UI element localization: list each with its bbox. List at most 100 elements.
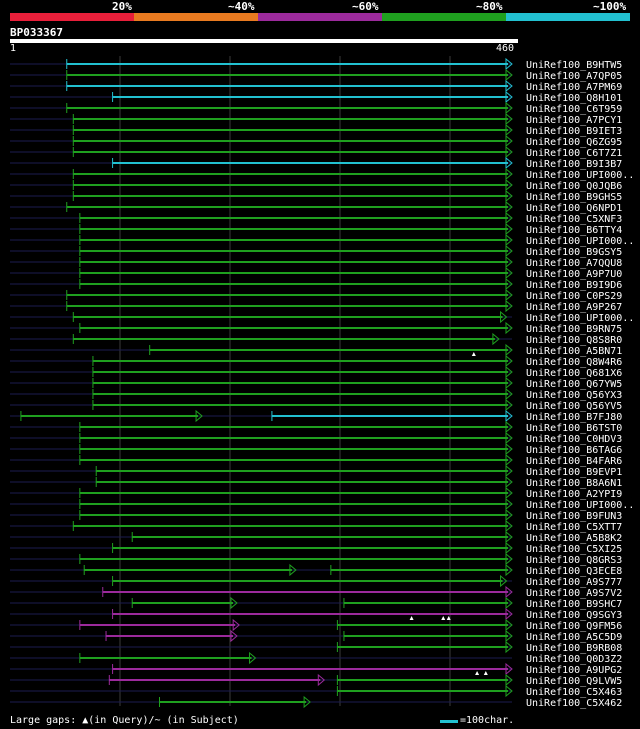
- segment-arrow: [505, 453, 513, 467]
- query-end-tick: 460: [496, 43, 515, 54]
- segment-arrow: [249, 651, 257, 665]
- segment-arrow: [505, 233, 513, 247]
- segment-arrow: [505, 90, 513, 104]
- segment-arrow: [303, 695, 311, 709]
- segment-arrow: [505, 662, 513, 676]
- hit-label: UniRef100_C5X463: [526, 687, 622, 698]
- hit-label: UniRef100_Q3ECE8: [526, 566, 622, 577]
- segment-arrow: [505, 409, 513, 423]
- hit-label: UniRef100_Q0JQB6: [526, 181, 622, 192]
- hit-label: UniRef100_Q0D3Z2: [526, 654, 622, 665]
- hit-label: UniRef100_C0HDV3: [526, 434, 622, 445]
- hit-label: UniRef100_A2YPI9: [526, 489, 622, 500]
- segment-arrow: [505, 255, 513, 269]
- segment-arrow: [505, 178, 513, 192]
- query-id: BP033367: [10, 26, 63, 39]
- hit-label: UniRef100_Q67YW5: [526, 379, 622, 390]
- hit-label: UniRef100_B9I3B7: [526, 159, 622, 170]
- hit-label: UniRef100_B6TST0: [526, 423, 622, 434]
- segment-arrow: [505, 57, 513, 71]
- hit-label: UniRef100_B6TAG6: [526, 445, 622, 456]
- segment-arrow: [505, 244, 513, 258]
- scale-label-40: ~40%: [228, 0, 255, 13]
- hit-label: UniRef100_Q56YX3: [526, 390, 622, 401]
- query-gap-mark: [483, 671, 488, 675]
- hit-label: UniRef100_UPI000..: [526, 170, 634, 181]
- scale-segment-60: [258, 13, 382, 21]
- hit-label: UniRef100_B9HTW5: [526, 60, 622, 71]
- query-gap-mark: [446, 616, 451, 620]
- hit-label: UniRef100_A7QQU8: [526, 258, 622, 269]
- segment-arrow: [505, 684, 513, 698]
- query-gap-mark: [471, 352, 476, 356]
- segment-arrow: [500, 310, 508, 324]
- segment-arrow: [500, 574, 508, 588]
- segment-arrow: [505, 640, 513, 654]
- hit-label: UniRef100_C5XI25: [526, 544, 622, 555]
- segment-arrow: [505, 376, 513, 390]
- hit-label: UniRef100_UPI000..: [526, 313, 634, 324]
- legend-swatch: [440, 720, 458, 723]
- segment-arrow: [505, 387, 513, 401]
- segment-arrow: [505, 618, 513, 632]
- hit-label: UniRef100_A9P7U0: [526, 269, 622, 280]
- segment-arrow: [505, 266, 513, 280]
- hit-label: UniRef100_Q8H101: [526, 93, 622, 104]
- segment-arrow: [289, 563, 297, 577]
- segment-arrow: [505, 365, 513, 379]
- hit-label: UniRef100_A7QP05: [526, 71, 622, 82]
- segment-arrow: [505, 112, 513, 126]
- hit-label: UniRef100_A7PM69: [526, 82, 622, 93]
- segment-arrow: [505, 354, 513, 368]
- hit-label: UniRef100_Q8GRS3: [526, 555, 622, 566]
- scale-label-60: ~60%: [352, 0, 379, 13]
- hit-label: UniRef100_Q6ZG95: [526, 137, 622, 148]
- hit-label: UniRef100_A5BN71: [526, 346, 622, 357]
- hit-label: UniRef100_B9FUN3: [526, 511, 622, 522]
- segment-arrow: [505, 596, 513, 610]
- query-gap-mark: [441, 616, 446, 620]
- hit-label: UniRef100_C5XNF3: [526, 214, 622, 225]
- segment-arrow: [492, 332, 500, 346]
- segment-arrow: [505, 79, 513, 93]
- segment-arrow: [505, 288, 513, 302]
- segment-arrow: [505, 464, 513, 478]
- segment-arrow: [505, 156, 513, 170]
- query-start-tick: 1: [10, 43, 17, 54]
- segment-arrow: [505, 497, 513, 511]
- segment-arrow: [505, 145, 513, 159]
- segment-arrow: [505, 673, 513, 687]
- hit-label: UniRef100_A5C5D9: [526, 632, 622, 643]
- segment-arrow: [505, 134, 513, 148]
- hit-label: UniRef100_C5X462: [526, 698, 622, 709]
- segment-arrow: [505, 607, 513, 621]
- segment-arrow: [505, 541, 513, 555]
- segment-arrow: [505, 519, 513, 533]
- segment-arrow: [505, 321, 513, 335]
- hit-label: UniRef100_B9EVP1: [526, 467, 622, 478]
- scale-label-80: ~80%: [476, 0, 503, 13]
- query-bar: [10, 39, 518, 43]
- segment-arrow: [505, 123, 513, 137]
- hit-label: UniRef100_A9P267: [526, 302, 622, 313]
- hit-label: UniRef100_C5XTT7: [526, 522, 622, 533]
- hit-label: UniRef100_C6T959: [526, 104, 622, 115]
- hit-label: UniRef100_B9I9D6: [526, 280, 622, 291]
- scale-label-20: 20%: [112, 0, 132, 13]
- segment-arrow: [195, 409, 203, 423]
- query-gap-mark: [475, 671, 480, 675]
- hit-label: UniRef100_A7PCY1: [526, 115, 622, 126]
- segment-arrow: [505, 343, 513, 357]
- alignment-plot: UniRef100_B9HTW5UniRef100_A7QP05UniRef10…: [10, 56, 634, 709]
- segment-arrow: [505, 508, 513, 522]
- hit-label: UniRef100_Q9FM56: [526, 621, 622, 632]
- hit-label: UniRef100_UPI000..: [526, 236, 634, 247]
- segment-arrow: [505, 563, 513, 577]
- segment-arrow: [505, 629, 513, 643]
- legend-scale-text: =100char.: [460, 715, 515, 726]
- segment-arrow: [505, 277, 513, 291]
- hit-label: UniRef100_B7FJ80: [526, 412, 622, 423]
- hit-label: UniRef100_A9S7V2: [526, 588, 622, 599]
- scale-segment-100: [506, 13, 630, 21]
- segment-arrow: [505, 420, 513, 434]
